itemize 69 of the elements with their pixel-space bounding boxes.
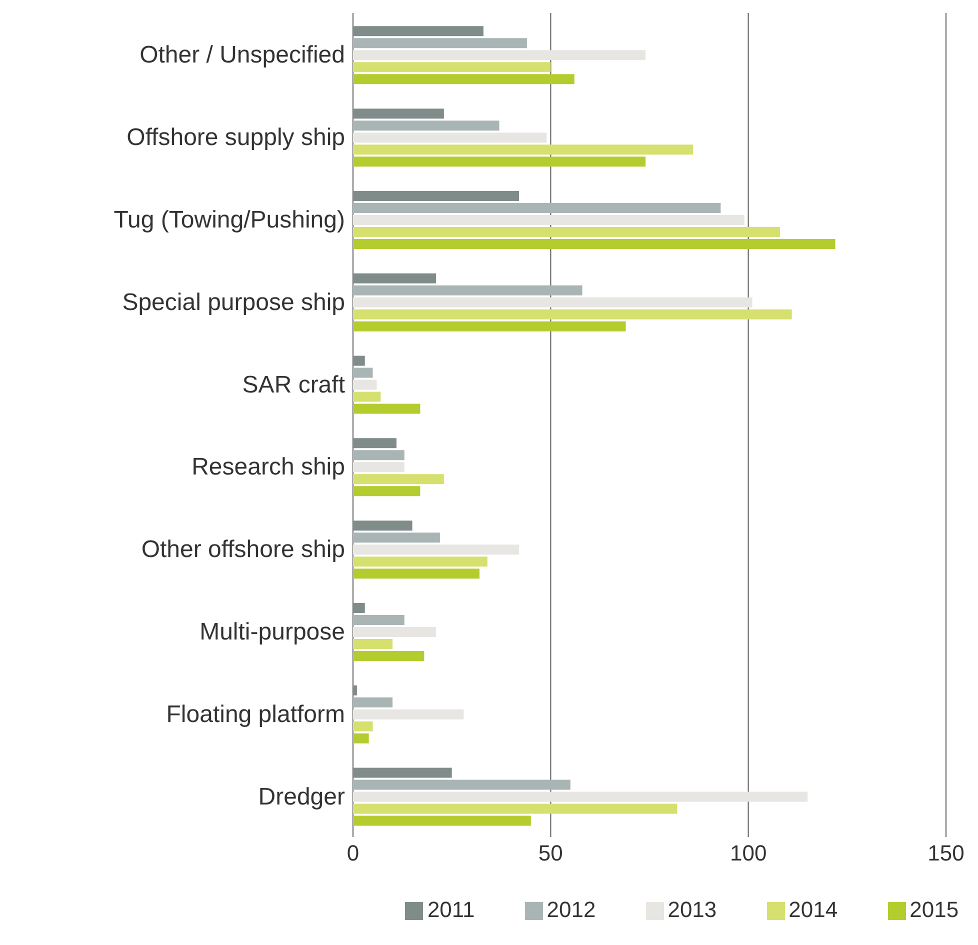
bar: [353, 450, 404, 460]
legend-label: 2011: [427, 897, 475, 922]
bar: [353, 297, 752, 308]
bar: [353, 50, 646, 60]
y-tick-label: Multi-purpose: [200, 618, 345, 646]
bar: [353, 532, 440, 543]
bar: [353, 520, 412, 531]
y-tick-label: Offshore supply ship: [126, 124, 345, 152]
bar: [353, 368, 373, 378]
bar: [353, 132, 547, 143]
y-tick-label: Floating platform: [166, 700, 345, 728]
bar: [353, 26, 484, 36]
x-tick-label: 0: [346, 840, 360, 866]
legend-label: 2014: [788, 897, 838, 922]
bar: [353, 709, 464, 720]
bar: [353, 638, 393, 649]
legend-label: 2013: [668, 897, 717, 922]
bar: [353, 108, 444, 119]
y-tick-label: Dredger: [258, 783, 345, 810]
bar: [353, 556, 488, 567]
bar: [353, 156, 646, 167]
bar: [353, 697, 393, 708]
bar: [353, 144, 693, 155]
bar: [353, 285, 582, 296]
bar: [353, 38, 527, 48]
bar: [353, 486, 420, 496]
bar: [353, 685, 357, 696]
bar: [353, 780, 570, 790]
legend-label: 2012: [546, 897, 596, 922]
bar: [353, 768, 452, 778]
bar: [353, 568, 480, 579]
bar: [353, 544, 520, 555]
bar: [353, 380, 377, 390]
y-tick-label: Special purpose ship: [122, 288, 345, 316]
x-tick-label: 50: [538, 840, 563, 866]
x-tick-label: 150: [928, 840, 964, 866]
bar: [353, 309, 792, 320]
bar: [353, 721, 373, 732]
bar: [353, 438, 396, 448]
bar: [353, 804, 678, 814]
bar: [353, 214, 744, 225]
bar: [353, 614, 404, 625]
x-tick-label: 100: [730, 840, 767, 866]
bar: [353, 626, 436, 637]
bar: [353, 202, 721, 213]
legend-label: 2015: [910, 897, 959, 922]
bar: [353, 650, 424, 661]
bar: [353, 321, 626, 332]
bar: [353, 226, 780, 237]
bar: [353, 462, 404, 472]
bar: [353, 474, 444, 484]
bar: [353, 62, 551, 72]
bar: [353, 356, 365, 366]
y-tick-label: Tug (Towing/Pushing): [114, 206, 345, 234]
bar: [353, 392, 381, 402]
bar: [353, 404, 420, 414]
y-tick-label: Research ship: [192, 454, 345, 481]
bar: [353, 816, 531, 826]
bar: [353, 190, 520, 201]
y-tick-label: SAR craft: [242, 371, 346, 398]
y-tick-label: Other offshore ship: [141, 536, 345, 564]
bar: [353, 273, 436, 284]
bar: [353, 74, 574, 84]
bar: [353, 733, 369, 744]
bar: [353, 602, 365, 613]
bar: [353, 792, 808, 802]
bar: [353, 238, 836, 249]
bar: [353, 120, 500, 131]
y-tick-label: Other / Unspecified: [140, 42, 345, 69]
